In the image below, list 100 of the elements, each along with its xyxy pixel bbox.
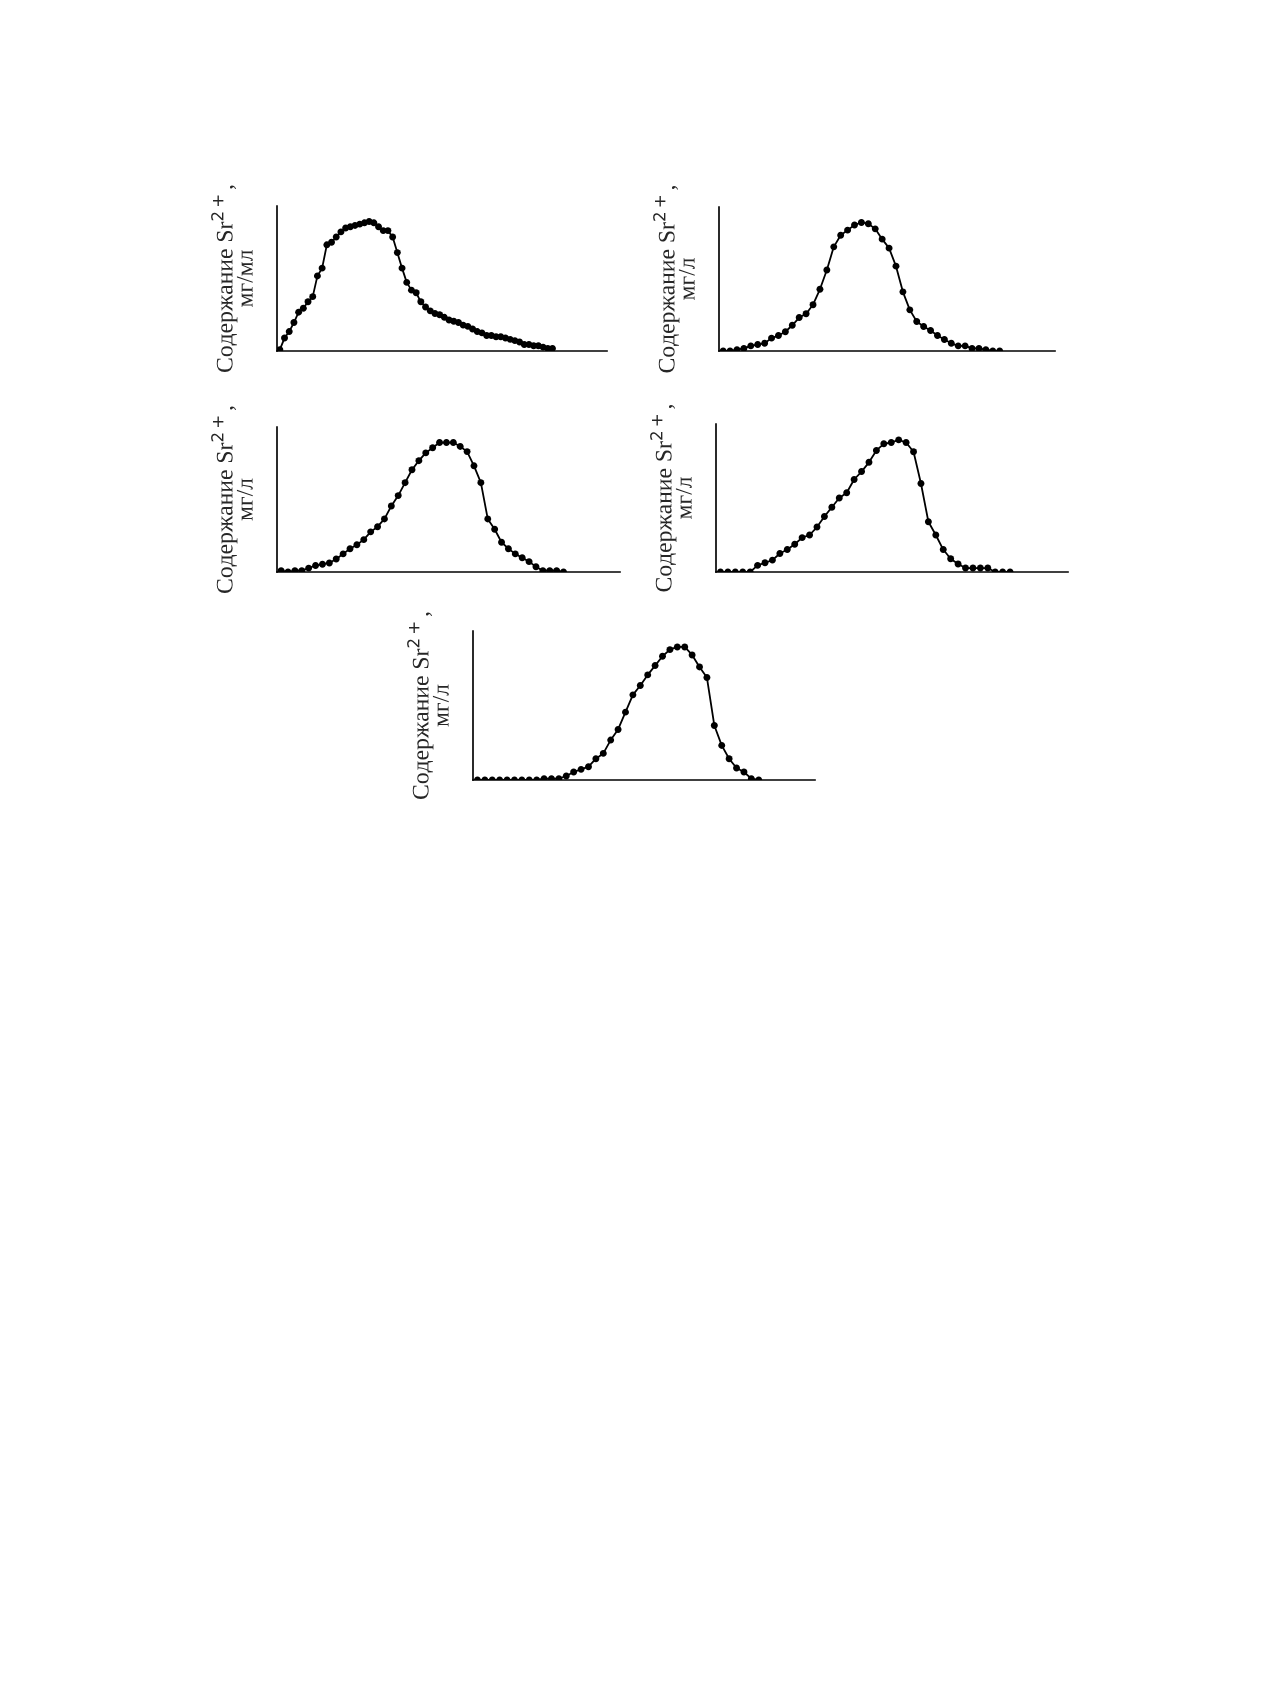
point	[725, 755, 733, 763]
point	[902, 439, 910, 446]
point	[504, 545, 512, 553]
point	[830, 243, 838, 251]
point	[802, 310, 810, 318]
point	[681, 643, 689, 651]
point	[718, 741, 726, 749]
point	[415, 457, 423, 465]
point	[920, 323, 928, 331]
point	[325, 559, 333, 567]
point	[498, 538, 506, 546]
text: Содержание Sr$^{2+}$, мг/л	[407, 612, 449, 799]
point	[871, 225, 879, 233]
point	[976, 564, 984, 572]
point	[858, 468, 866, 476]
point	[562, 772, 570, 780]
point	[947, 339, 955, 347]
point	[924, 518, 932, 526]
point	[850, 476, 858, 483]
point	[798, 534, 806, 542]
point	[570, 768, 578, 776]
point	[328, 238, 335, 246]
text: Содержание Sr$^{2+}$, мг/мл	[211, 185, 253, 372]
point	[449, 439, 457, 447]
point	[783, 546, 791, 554]
point	[880, 440, 888, 448]
point	[422, 303, 430, 311]
point	[788, 321, 796, 329]
point	[837, 231, 845, 239]
point	[577, 765, 585, 773]
point	[393, 249, 401, 257]
point	[313, 272, 321, 280]
point	[299, 304, 307, 312]
point	[644, 671, 652, 679]
point	[491, 525, 499, 533]
point	[917, 479, 925, 487]
point	[696, 663, 703, 671]
point	[754, 341, 762, 349]
point	[962, 564, 969, 572]
point	[754, 561, 762, 569]
point	[367, 528, 375, 536]
point	[934, 332, 941, 340]
point	[332, 233, 340, 241]
point	[360, 536, 368, 544]
point	[374, 523, 382, 531]
point	[532, 563, 540, 571]
point	[370, 219, 378, 227]
point	[463, 448, 471, 456]
point	[651, 662, 659, 670]
point	[659, 652, 666, 660]
point	[380, 515, 388, 523]
point	[477, 479, 485, 487]
point	[622, 708, 629, 716]
point	[666, 646, 674, 654]
point	[835, 494, 843, 502]
point	[761, 559, 769, 567]
text: Содержание Sr$^{2+}$, мг/л	[650, 405, 692, 592]
point	[747, 342, 755, 350]
point	[401, 479, 409, 487]
point	[872, 446, 880, 454]
point	[791, 540, 799, 548]
point	[851, 221, 858, 229]
point	[984, 564, 992, 572]
point	[436, 439, 444, 447]
point	[429, 444, 437, 452]
point	[733, 764, 740, 772]
point	[614, 725, 622, 733]
point	[961, 342, 969, 350]
point	[412, 289, 420, 297]
point	[353, 541, 361, 549]
point	[518, 554, 526, 562]
point	[312, 562, 320, 569]
point	[776, 550, 784, 557]
point	[511, 550, 519, 558]
point	[823, 266, 831, 274]
point	[332, 555, 340, 563]
text: Содержание Sr$^{2+}$, мг/л	[211, 406, 253, 593]
point	[305, 564, 313, 572]
point	[599, 749, 607, 757]
point	[387, 502, 395, 510]
point	[394, 492, 402, 500]
point	[906, 306, 914, 314]
text: Содержание Sr$^{2+}$, мг/л	[653, 186, 695, 373]
point	[281, 334, 288, 342]
point	[939, 546, 947, 554]
point	[864, 220, 872, 228]
point	[843, 489, 851, 497]
point	[318, 264, 326, 272]
point	[913, 317, 921, 325]
point	[607, 736, 615, 744]
point	[592, 755, 600, 763]
point	[927, 326, 935, 334]
point	[820, 513, 828, 520]
point	[375, 223, 383, 231]
point	[768, 334, 776, 342]
point	[954, 342, 962, 350]
point	[456, 442, 464, 450]
point	[309, 293, 317, 301]
point	[895, 436, 903, 444]
point	[774, 332, 782, 340]
